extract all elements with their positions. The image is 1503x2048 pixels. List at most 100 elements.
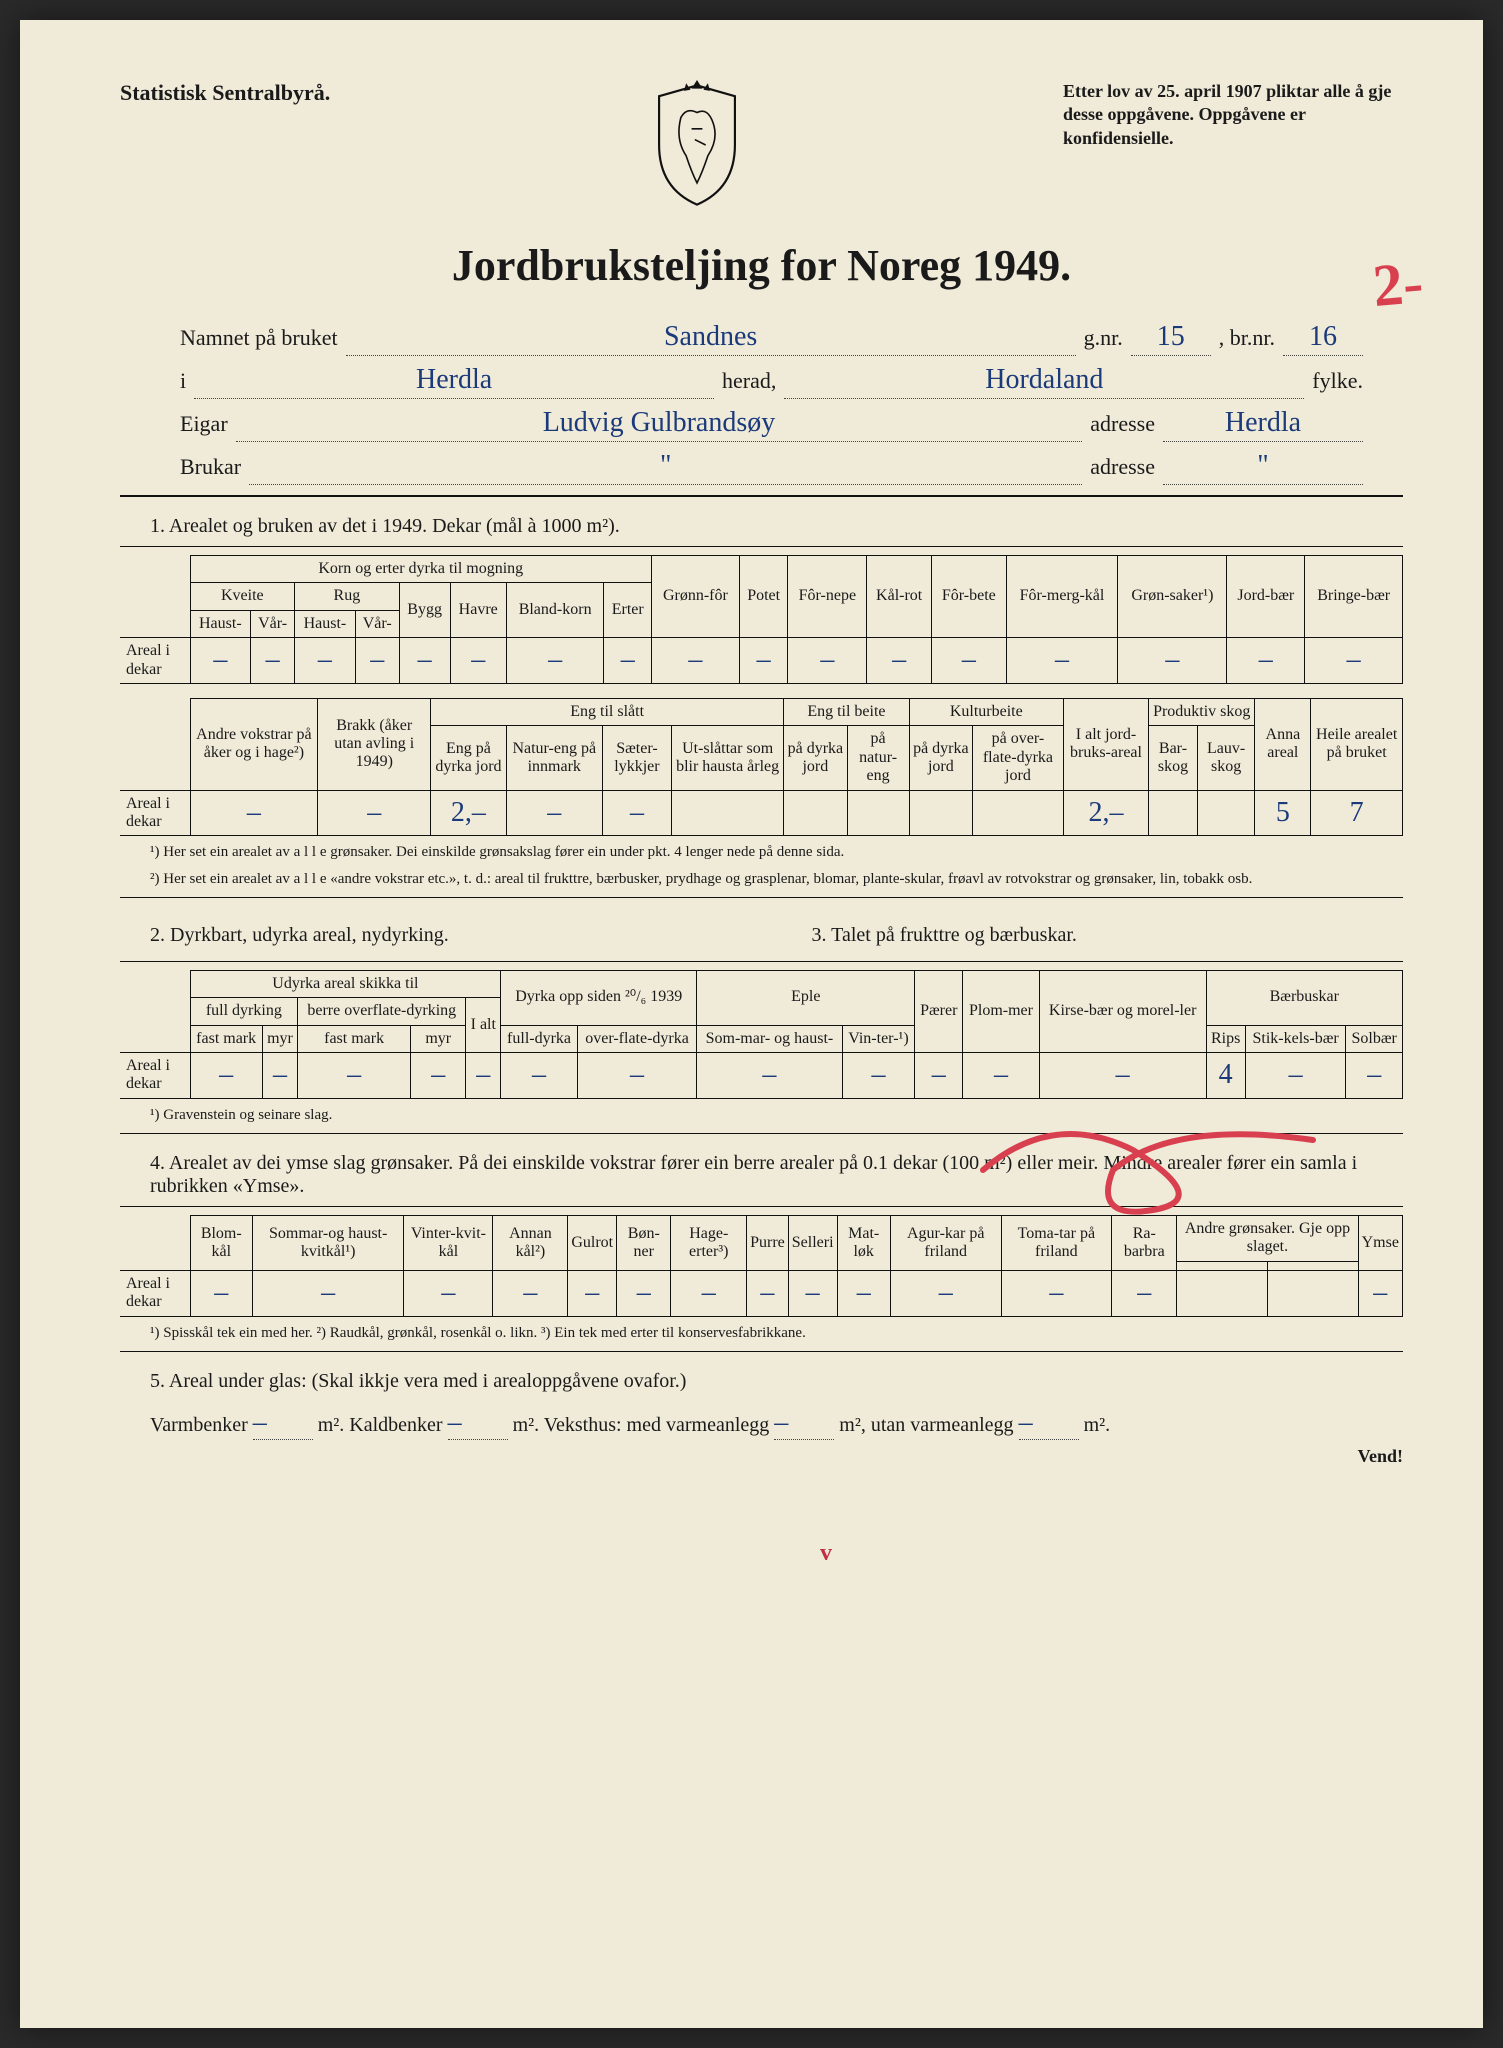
footnote-23: ¹) Gravenstein og seinare slag. bbox=[150, 1105, 1383, 1125]
th-berreover: berre overflate-dyrking bbox=[298, 998, 466, 1025]
t1a-c0: – bbox=[190, 638, 251, 684]
th-over: over-flate-dyrka bbox=[577, 1025, 696, 1052]
v-varm: – bbox=[253, 1407, 313, 1440]
t23-c14: – bbox=[1346, 1052, 1403, 1098]
t23-c8: – bbox=[842, 1052, 915, 1098]
th-stikkels: Stik-kels-bær bbox=[1245, 1025, 1346, 1052]
t4-c15: – bbox=[1358, 1270, 1402, 1316]
document-page: 2- Statistisk Sentralbyrå. Etter lov av … bbox=[20, 20, 1483, 2028]
t1b-c14: 7 bbox=[1311, 790, 1403, 836]
t23-c4: – bbox=[466, 1052, 501, 1098]
footnote-1-2: ²) Her set ein arealet av a l l e «andre… bbox=[150, 869, 1383, 889]
t4-c11: – bbox=[1001, 1270, 1112, 1316]
t4h-ymse: Ymse bbox=[1358, 1216, 1402, 1271]
th-sommar: Som-mar- og haust- bbox=[697, 1025, 842, 1052]
t4-c3: – bbox=[493, 1270, 568, 1316]
t4-c1: – bbox=[253, 1270, 404, 1316]
th-fm1: fast mark bbox=[190, 1025, 262, 1052]
th-anna: Anna areal bbox=[1255, 698, 1311, 790]
l-vekst: m². Veksthus: med varmeanlegg bbox=[513, 1414, 770, 1436]
t4-c8: – bbox=[788, 1270, 837, 1316]
t4h8: Selleri bbox=[788, 1216, 837, 1271]
t1b-c7 bbox=[847, 790, 909, 836]
th-ialt: I alt jord-bruks-areal bbox=[1063, 698, 1148, 790]
section2-heading: 2. Dyrkbart, udyrka areal, nydyrking. bbox=[150, 924, 742, 947]
th-barskog: Bar-skog bbox=[1149, 726, 1198, 790]
t4h7: Purre bbox=[747, 1216, 789, 1271]
label-namnet: Namnet på bruket bbox=[180, 325, 338, 351]
red-v-mark: v bbox=[820, 1540, 832, 1567]
th-engbeite: Eng til beite bbox=[784, 698, 909, 725]
th-myr1: myr bbox=[262, 1025, 297, 1052]
th-myr2: myr bbox=[411, 1025, 466, 1052]
th-full: full-dyrka bbox=[501, 1025, 578, 1052]
value-namnet: Sandnes bbox=[346, 321, 1076, 356]
t4h3: Annan kål²) bbox=[493, 1216, 568, 1271]
th-ialt2: I alt bbox=[466, 998, 501, 1053]
t1b-c11 bbox=[1149, 790, 1198, 836]
th-havre: Havre bbox=[450, 583, 506, 638]
t1a-c16: – bbox=[1305, 638, 1403, 684]
t1b-c0: – bbox=[190, 790, 318, 836]
t23-c13: – bbox=[1245, 1052, 1346, 1098]
value-adr2: " bbox=[1163, 450, 1363, 485]
t1a-c1: – bbox=[251, 638, 295, 684]
section1-heading: 1. Arealet og bruken av det i 1949. Deka… bbox=[150, 515, 1403, 538]
t1b-c1: – bbox=[318, 790, 431, 836]
th-utslatt: Ut-slåttar som blir hausta årleg bbox=[672, 726, 784, 790]
footnote-4: ¹) Spisskål tek ein med her. ²) Raudkål,… bbox=[150, 1323, 1383, 1343]
t4-c4: – bbox=[568, 1270, 617, 1316]
th-gronsaker: Grøn-saker¹) bbox=[1118, 556, 1227, 638]
th-engslatt: Eng til slått bbox=[431, 698, 784, 725]
l-end: m². bbox=[1084, 1414, 1111, 1436]
t23-c0: – bbox=[190, 1052, 262, 1098]
table1b: Andre vokstrar på åker og i hage²) Brakk… bbox=[120, 698, 1403, 836]
t1a-c4: – bbox=[399, 638, 450, 684]
th-solbaer: Solbær bbox=[1346, 1025, 1403, 1052]
th-udyrka: Udyrka areal skikka til bbox=[190, 970, 501, 997]
th-heile: Heile arealet på bruket bbox=[1311, 698, 1403, 790]
th-prodskog: Produktiv skog bbox=[1149, 698, 1255, 725]
th-natureng: Natur-eng på innmark bbox=[506, 726, 602, 790]
t4-c14 bbox=[1267, 1270, 1358, 1316]
legal-notice: Etter lov av 25. april 1907 pliktar alle… bbox=[1063, 80, 1403, 150]
l-kald: m². Kaldbenker bbox=[318, 1414, 443, 1436]
value-adr1: Herdla bbox=[1163, 407, 1363, 442]
t23-rowlabel: Areal i dekar bbox=[120, 1052, 190, 1098]
t1a-c13: – bbox=[1006, 638, 1118, 684]
t1a-c6: – bbox=[506, 638, 604, 684]
t1a-c3: – bbox=[355, 638, 399, 684]
value-fylke-pre: Hordaland bbox=[784, 364, 1304, 399]
t4h-andre: Andre grønsaker. Gje opp slaget. bbox=[1177, 1216, 1358, 1262]
v-vekst: – bbox=[774, 1407, 834, 1440]
t1a-c9: – bbox=[739, 638, 788, 684]
table1b-row: Areal i dekar – – 2,– – – 2,– 5 7 bbox=[120, 790, 1403, 836]
t4h2: Vinter-kvit-kål bbox=[404, 1216, 493, 1271]
t1a-c12: – bbox=[932, 638, 1006, 684]
label-gnr: g.nr. bbox=[1084, 325, 1123, 351]
footnote-1-1: ¹) Her set ein arealet av a l l e grønsa… bbox=[150, 842, 1383, 862]
l-varm: Varmbenker bbox=[150, 1414, 248, 1436]
th-kulturbeite: Kulturbeite bbox=[909, 698, 1063, 725]
table1a: Korn og erter dyrka til mogning Grønn-fô… bbox=[120, 555, 1403, 684]
label-adr1: adresse bbox=[1090, 411, 1155, 437]
t1b-c8 bbox=[909, 790, 972, 836]
th-haust1: Haust- bbox=[190, 610, 251, 637]
t4-c5: – bbox=[617, 1270, 671, 1316]
t1b-c5 bbox=[672, 790, 784, 836]
t4-c0: – bbox=[190, 1270, 253, 1316]
label-i: i bbox=[180, 368, 186, 394]
t4h10: Agur-kar på friland bbox=[890, 1216, 1001, 1271]
vend-label: Vend! bbox=[120, 1446, 1403, 1467]
t1a-c14: – bbox=[1118, 638, 1227, 684]
t1a-c11: – bbox=[867, 638, 932, 684]
identification-fields: Namnet på bruket Sandnes g.nr. 15 , br.n… bbox=[180, 321, 1363, 485]
th-blandkorn: Bland-korn bbox=[506, 583, 604, 638]
table4-row: Areal i dekar – – – – – – – – – – – – – … bbox=[120, 1270, 1403, 1316]
t4-c12: – bbox=[1112, 1270, 1177, 1316]
value-gnr: 15 bbox=[1131, 321, 1211, 356]
th-paerer: Pærer bbox=[915, 970, 963, 1052]
th-var1: Vår- bbox=[251, 610, 295, 637]
t4-c13 bbox=[1177, 1270, 1268, 1316]
t23-c3: – bbox=[411, 1052, 466, 1098]
